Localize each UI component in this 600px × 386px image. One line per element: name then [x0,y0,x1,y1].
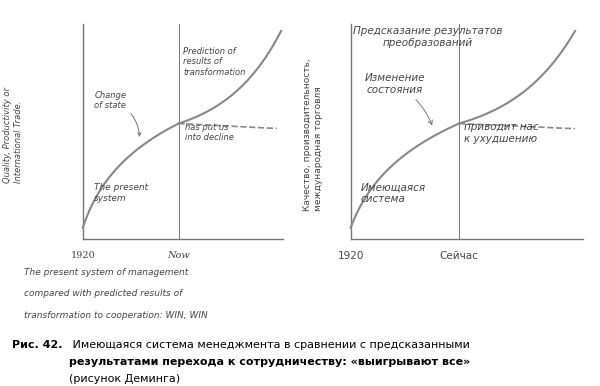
Text: transformation to cooperation: WIN, WIN: transformation to cooperation: WIN, WIN [24,311,208,320]
Text: результатами перехода к сотрудничеству: «выигрывают все»: результатами перехода к сотрудничеству: … [69,357,470,367]
Text: 1920: 1920 [337,251,364,261]
Text: The present
system: The present system [94,183,148,203]
Text: Предсказание результатов
преобразований: Предсказание результатов преобразований [353,26,503,48]
Text: Сейчас: Сейчас [440,251,478,261]
Text: Качество, производительность,
международная торговля: Качество, производительность, международ… [303,59,323,212]
Text: has put us
into decline: has put us into decline [185,123,234,142]
Text: compared with predicted results of: compared with predicted results of [24,290,182,298]
Text: Change
of state: Change of state [94,91,141,136]
Text: The present system of management: The present system of management [24,268,188,277]
Text: Prediction of
results of
transformation: Prediction of results of transformation [183,47,245,77]
Text: Изменение
состояния: Изменение состояния [364,73,432,125]
Text: (рисунок Деминга): (рисунок Деминга) [69,374,180,384]
Text: приводит нас
к ухудшению: приводит нас к ухудшению [464,122,539,144]
Text: 1920: 1920 [70,251,95,260]
Text: Now: Now [167,251,190,260]
Text: Имеющаяся
система: Имеющаяся система [361,182,426,204]
Text: Рис. 42.: Рис. 42. [12,340,62,350]
Text: Имеющаяся система менеджмента в сравнении с предсказанными: Имеющаяся система менеджмента в сравнени… [69,340,470,350]
Text: Quality, Productivity or
International Trade.: Quality, Productivity or International T… [3,87,23,183]
